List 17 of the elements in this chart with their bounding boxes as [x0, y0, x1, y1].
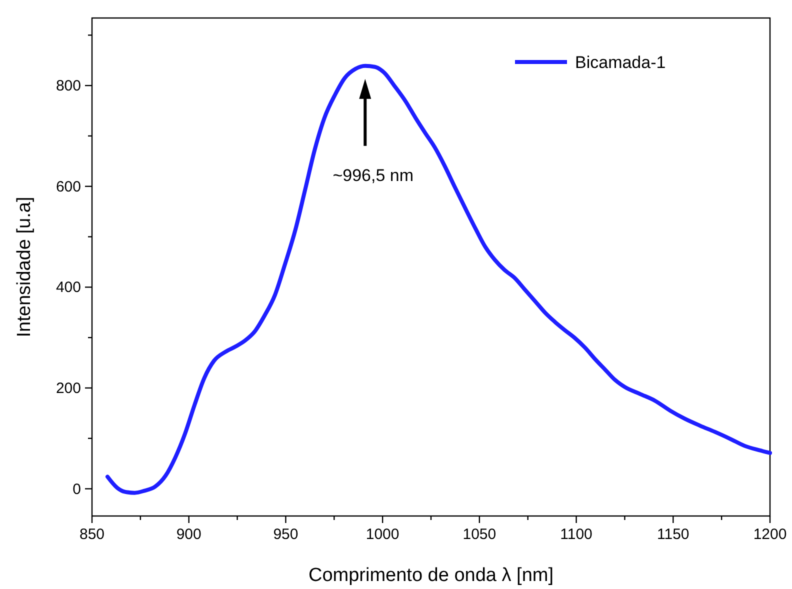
x-tick-label: 900 [176, 526, 202, 543]
x-tick-label: 950 [273, 526, 298, 543]
x-tick-label: 1150 [657, 526, 690, 543]
x-tick-label: 1200 [753, 526, 787, 543]
legend-label: Bicamada-1 [575, 53, 666, 72]
x-axis-title: Comprimento de onda λ [nm] [308, 565, 554, 586]
y-axis-title: Intensidade [u.a] [14, 196, 35, 338]
x-tick-label: 1100 [560, 526, 592, 543]
y-tick-label: 400 [56, 279, 81, 296]
y-tick-label: 600 [56, 178, 81, 196]
annotation: ~996,5 nm [332, 166, 414, 185]
y-tick-label: 200 [56, 380, 81, 397]
y-tick-label: 800 [56, 78, 81, 95]
y-tick-label: 0 [72, 480, 81, 498]
x-tick-label: 850 [79, 526, 105, 543]
x-tick-label: 1000 [366, 526, 400, 543]
x-tick-label: 1050 [462, 526, 496, 543]
